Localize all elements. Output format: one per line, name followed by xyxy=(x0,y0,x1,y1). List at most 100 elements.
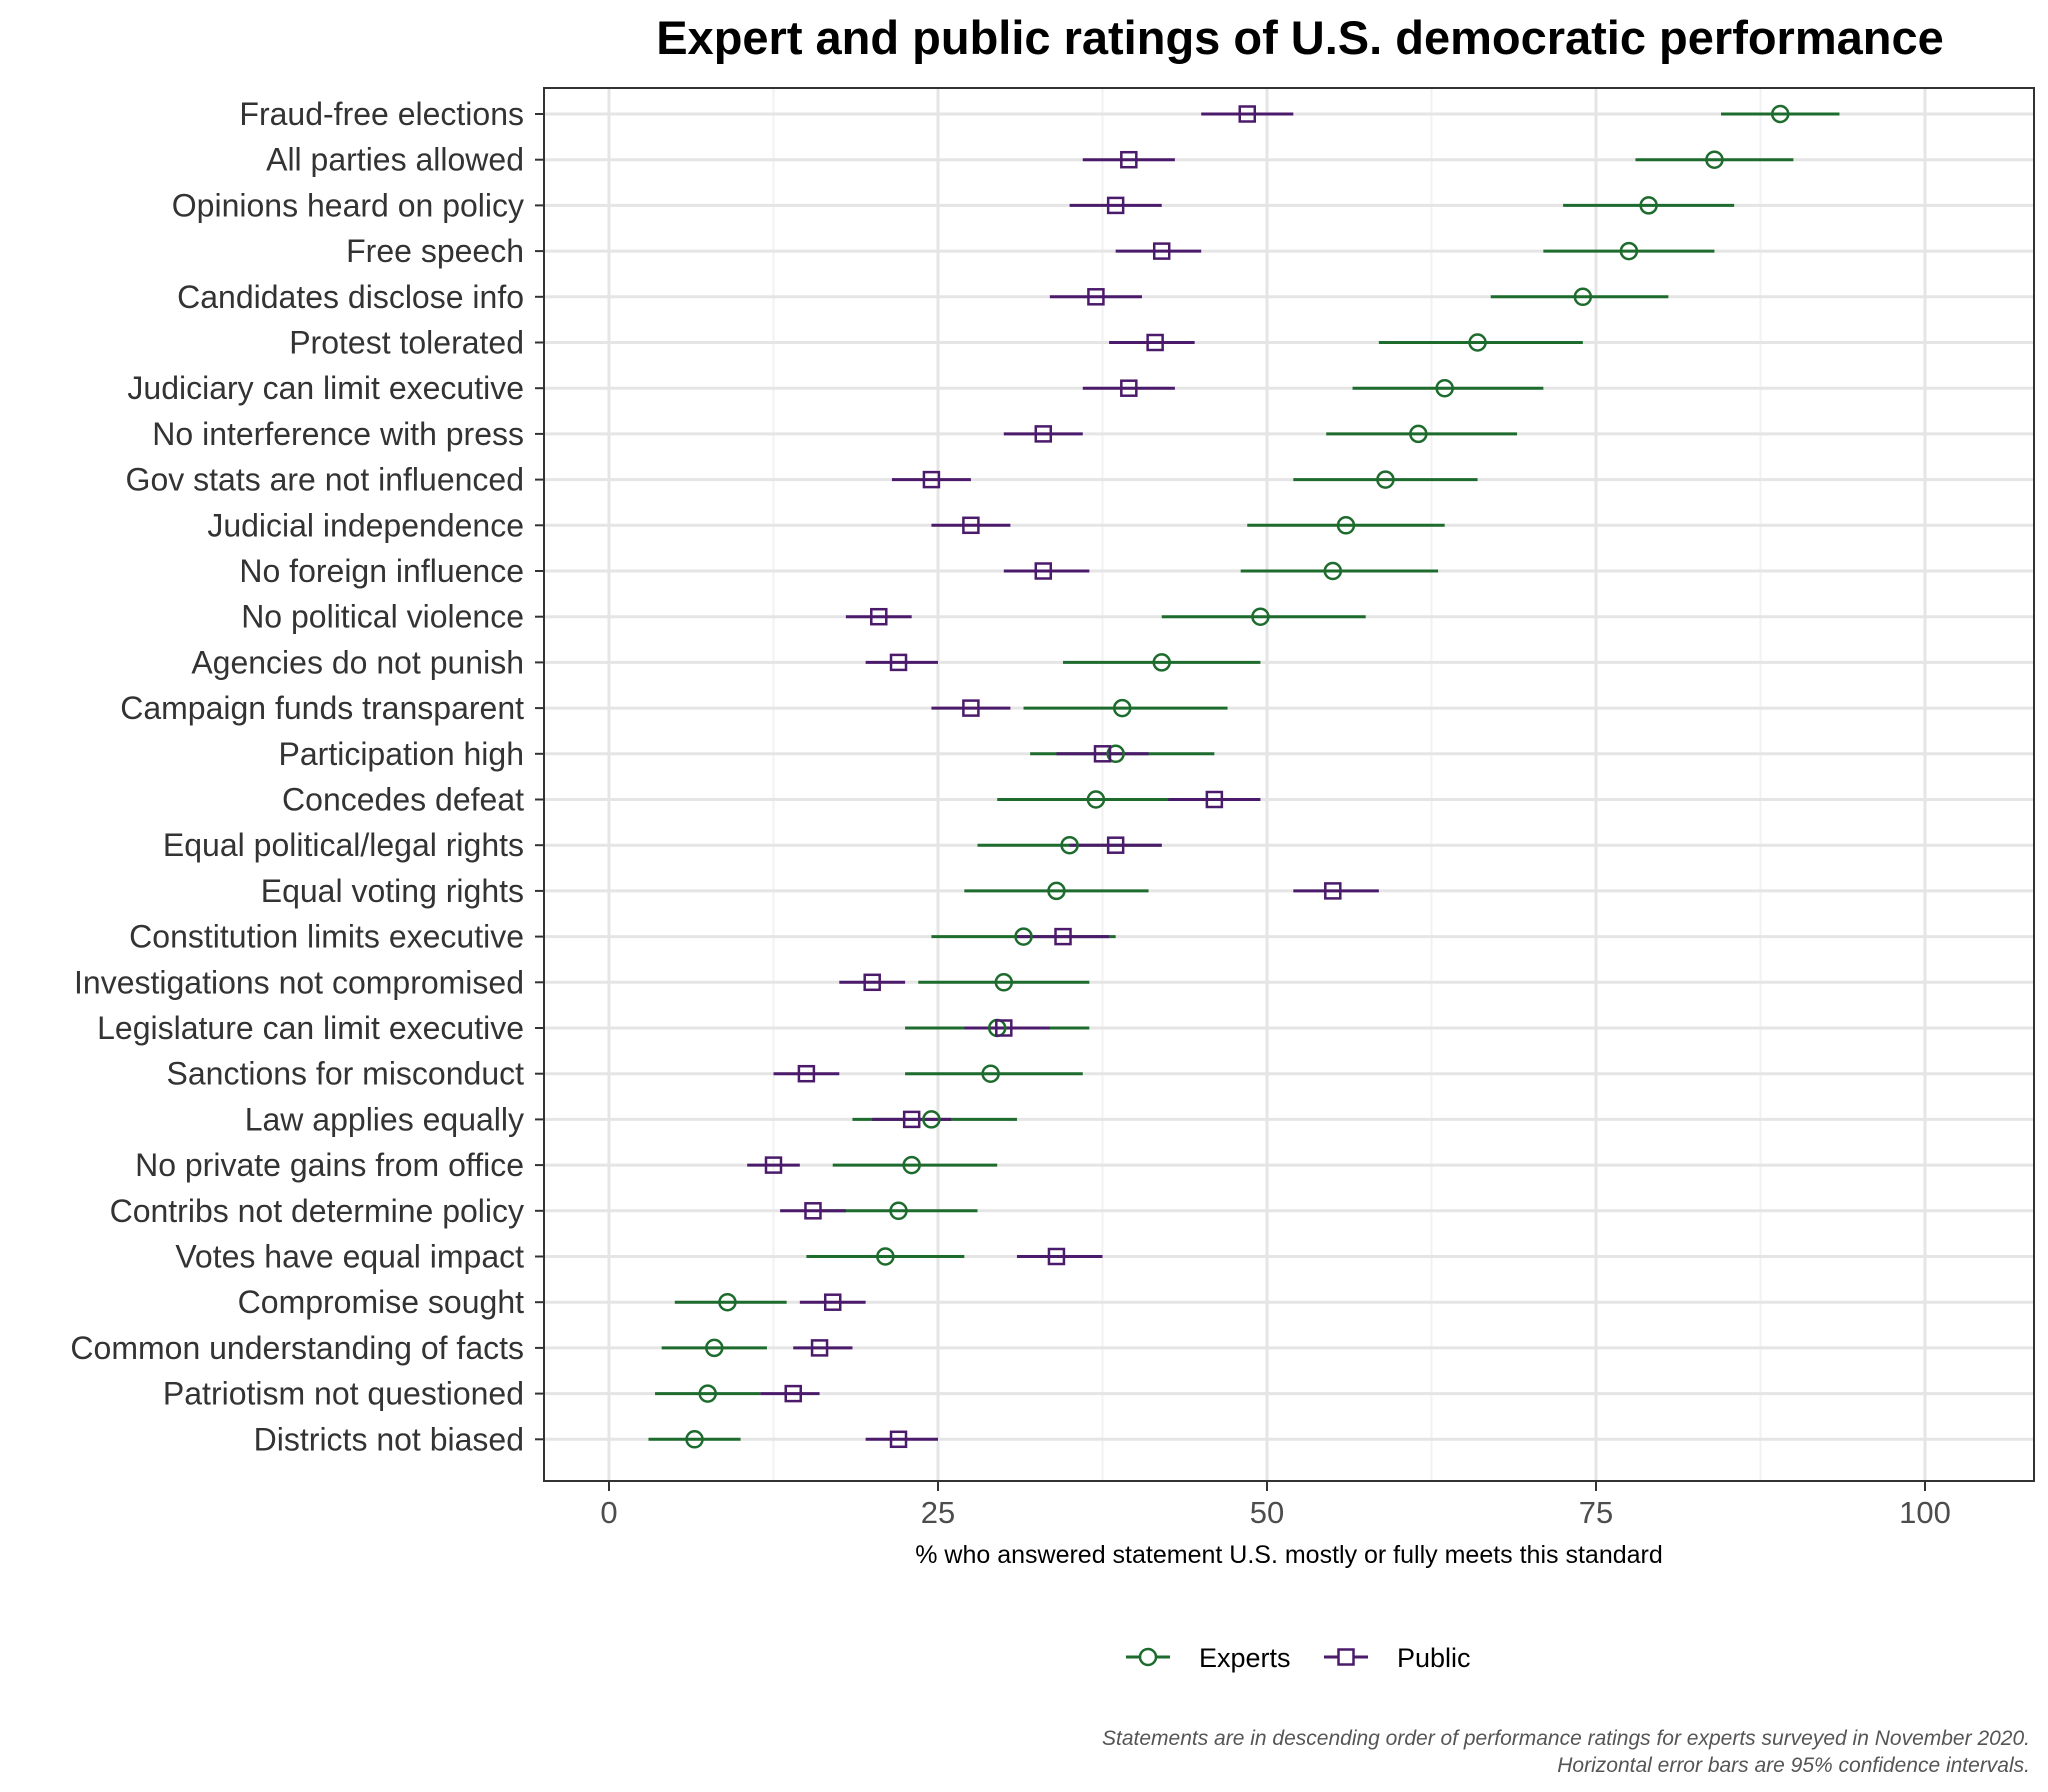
category-label: Judicial independence xyxy=(207,507,524,543)
category-label: No foreign influence xyxy=(239,553,524,589)
experts-point xyxy=(1251,607,1270,626)
public-point xyxy=(1238,105,1257,123)
category-label: No interference with press xyxy=(152,416,524,452)
category-label: Opinions heard on policy xyxy=(172,187,524,223)
data-points xyxy=(685,104,1790,1449)
public-point xyxy=(784,1384,802,1403)
experts-point xyxy=(1152,653,1171,672)
experts-point xyxy=(1409,424,1428,444)
category-label: Districts not biased xyxy=(254,1421,524,1457)
experts-point xyxy=(698,1384,717,1403)
public-point xyxy=(804,1202,822,1220)
public-point xyxy=(1034,562,1053,580)
experts-point xyxy=(1323,561,1343,581)
experts-point xyxy=(1573,287,1593,307)
category-label: Campaign funds transparent xyxy=(120,690,524,726)
category-label: No political violence xyxy=(241,599,524,635)
experts-point xyxy=(889,1201,908,1221)
experts-point xyxy=(1376,470,1395,489)
experts-point xyxy=(994,973,1014,992)
public-point xyxy=(810,1339,829,1357)
category-label: Law applies equally xyxy=(245,1101,524,1137)
experts-point xyxy=(1770,104,1790,124)
experts-point xyxy=(981,1064,1000,1083)
experts-point xyxy=(685,1430,704,1449)
public-point xyxy=(1120,379,1138,397)
public-point xyxy=(1087,288,1105,306)
public-point xyxy=(1106,196,1125,215)
experts-point xyxy=(1619,241,1639,261)
error-bars xyxy=(648,112,1840,1441)
category-label: Patriotism not questioned xyxy=(163,1376,524,1412)
experts-point xyxy=(1639,196,1658,215)
x-tick-label: 25 xyxy=(921,1495,955,1530)
public-point xyxy=(823,1293,842,1311)
category-label: Sanctions for misconduct xyxy=(167,1056,525,1092)
category-label: Judiciary can limit executive xyxy=(127,370,524,406)
public-point xyxy=(889,1430,908,1449)
legend: Experts Public xyxy=(1126,1643,1471,1673)
category-label: Free speech xyxy=(346,233,524,269)
experts-point xyxy=(1014,927,1033,946)
legend-experts-label: Experts xyxy=(1199,1643,1291,1673)
public-point xyxy=(1205,790,1224,809)
category-label: Protest tolerated xyxy=(289,325,524,361)
public-point xyxy=(902,1110,921,1129)
x-tick-label: 0 xyxy=(600,1495,617,1530)
experts-point xyxy=(1435,378,1454,398)
caption-line-1: Statements are in descending order of pe… xyxy=(1102,1727,2030,1750)
category-label: Concedes defeat xyxy=(282,782,524,818)
category-labels: Fraud-free elections All parties allowed O… xyxy=(70,96,544,1457)
experts-point xyxy=(1705,150,1724,169)
category-label: Constitution limits executive xyxy=(129,919,524,955)
public-point xyxy=(962,516,980,535)
category-label: Equal political/legal rights xyxy=(163,827,524,863)
public-point xyxy=(1106,836,1125,854)
public-point xyxy=(962,699,980,717)
category-label: Votes have equal impact xyxy=(175,1239,524,1275)
category-label: Equal voting rights xyxy=(261,873,524,909)
legend-experts-circle-icon xyxy=(1138,1647,1158,1667)
public-point xyxy=(870,607,888,626)
experts-point xyxy=(876,1247,895,1266)
category-label: All parties allowed xyxy=(266,142,524,178)
x-tick-label: 75 xyxy=(1579,1495,1613,1530)
x-axis-title: % who answered statement U.S. mostly or … xyxy=(915,1541,1663,1569)
public-point xyxy=(764,1156,783,1174)
category-label: No private gains from office xyxy=(135,1147,524,1183)
category-label: Contribs not determine policy xyxy=(110,1193,524,1229)
public-point xyxy=(1054,927,1072,946)
experts-point xyxy=(718,1292,737,1312)
public-point xyxy=(1152,242,1171,260)
experts-point xyxy=(1336,516,1356,535)
category-label: Common understanding of facts xyxy=(70,1330,524,1366)
public-point xyxy=(1324,882,1342,900)
public-point xyxy=(922,470,941,489)
experts-point xyxy=(1112,698,1132,718)
experts-point xyxy=(1060,835,1079,855)
x-tick-label: 50 xyxy=(1250,1495,1284,1530)
public-point xyxy=(995,1019,1013,1037)
public-point xyxy=(1093,745,1112,763)
grid-lines xyxy=(544,88,2034,1481)
public-point xyxy=(863,973,881,992)
category-label: Investigations not compromised xyxy=(74,964,524,1000)
experts-point xyxy=(1106,744,1125,764)
public-point xyxy=(797,1064,816,1083)
experts-point xyxy=(705,1338,724,1358)
plot-panel-border xyxy=(543,87,2035,1482)
public-point xyxy=(1047,1247,1066,1266)
experts-point xyxy=(1086,790,1106,809)
caption-line-2: Horizontal error bars are 95% confidence… xyxy=(1557,1754,2030,1777)
experts-point xyxy=(902,1155,921,1175)
category-label: Participation high xyxy=(279,736,524,772)
category-label: Candidates disclose info xyxy=(177,279,524,315)
public-point xyxy=(889,653,908,672)
chart-title: Expert and public ratings of U.S. democr… xyxy=(656,11,1944,64)
category-label: Legislature can limit executive xyxy=(97,1010,524,1046)
x-tick-label: 100 xyxy=(1899,1495,1951,1530)
public-point xyxy=(1034,425,1053,443)
category-label: Compromise sought xyxy=(238,1284,524,1320)
public-point xyxy=(1146,333,1164,352)
